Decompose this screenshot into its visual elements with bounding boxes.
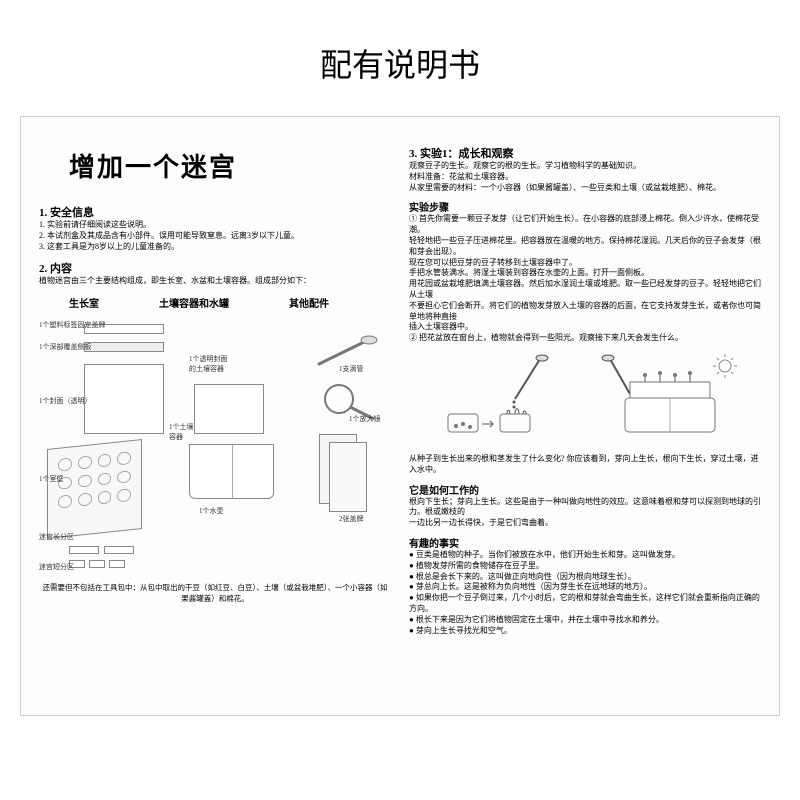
- step-line: 用花园或盆栽堆肥填满土壤容器。然后加水湿润土壤或堆肥。取一些已经发芽的豆子。轻轻…: [409, 279, 761, 301]
- diag-label: 1个透明封面的土壤容器: [189, 354, 229, 374]
- step-line: ① 首先你需要一颗豆子发芽（让它们开始生长）。在小容器的底部浸上棉花。倒入少许水…: [409, 214, 761, 236]
- diag-label: 1个土壤容器: [169, 422, 199, 442]
- step-line: 轻轻地把一些豆子压进棉花里。把容器放在温暖的地方。保持棉花湿润。几天后你的豆子会…: [409, 236, 761, 258]
- fact-line: ● 根总是会长下来的。这叫做正向地向性（因为根向地球生长）。: [409, 572, 761, 583]
- comp-header: 其他配件: [289, 295, 329, 310]
- manual-heading: 增加一个迷宫: [69, 147, 391, 184]
- experiment-title: 3. 实验1：成长和观察: [409, 145, 761, 161]
- step-line: 不要担心它们会断开。将它们的植物发芽放入土壤的容器的后面，在它支持发芽生长，或者…: [409, 301, 761, 323]
- diag-label: 迷宫短分区: [39, 562, 74, 572]
- diag-label: 1个封面（透明）: [39, 396, 92, 406]
- diag-label: 1个塑料标签固定盖牌: [39, 320, 106, 330]
- right-column: 3. 实验1：成长和观察 观察豆子的生长。观察它的根的生长。学习植物科学的基础知…: [409, 137, 761, 695]
- step-line: 插入土壤容器中。: [409, 322, 761, 333]
- diag-label: 1个深部覆盖侧板: [39, 342, 92, 352]
- comp-header: 土壤容器和水罐: [159, 295, 229, 310]
- comp-header: 生长室: [69, 295, 99, 310]
- left-footnote: 还需要但不包括在工具包中：从包中取出的干豆（如红豆、白豆）、土壤（或盆栽堆肥）、…: [39, 582, 391, 604]
- component-headers: 生长室 土壤容器和水罐 其他配件: [69, 295, 391, 310]
- safety-title: 1. 安全信息: [39, 204, 391, 220]
- mat-need: 从家里需要的材料：一个小容器（如果酱罐盖）、一些豆类和土壤（或盆栽堆肥）、棉花。: [409, 183, 761, 194]
- diag-label: 迷宫长分区: [39, 532, 74, 542]
- step-line: ② 把花盆放在窗台上，植物就会得到一些阳光。观察接下来几天会发生什么。: [409, 333, 761, 344]
- diag-label: 1个水壶: [199, 506, 224, 516]
- diagram-caption: 从种子到生长出来的根和茎发生了什么变化? 你应该着到，芽向上生长，根向下生长，穿…: [409, 454, 761, 476]
- diag-label: 1个室壁: [39, 474, 64, 484]
- fact-line: ● 豆类是植物的种子。当你们被放在水中，他们开始生长和芽。这叫做发芽。: [409, 550, 761, 561]
- exp-intro: 观察豆子的生长。观察它的根的生长。学习植物科学的基础知识。: [409, 161, 761, 172]
- fact-line: ● 根长下来是因为它们将植物固定在土壤中，并在土壤中寻找水和养分。: [409, 615, 761, 626]
- fact-line: ● 芽总向上长。这是被称为负向地性（因为芽生长在远地球的地方）。: [409, 582, 761, 593]
- step-diagram-2: [600, 354, 740, 444]
- step-line: 手把水管装满水。将湿土壤装到容器在水壶的上面。打开一面侧板。: [409, 268, 761, 279]
- exploded-diagram: 1个塑料标签固定盖牌 1个深部覆盖侧板 1个封面（透明） 1个室壁 迷宫长分区 …: [39, 314, 391, 574]
- steps-title: 实验步骤: [409, 199, 761, 214]
- safety-line: 1. 实验前请仔细阅读这些说明。: [39, 220, 391, 231]
- diag-label: 1支滴管: [339, 364, 364, 374]
- how-title: 它是如何工作的: [409, 482, 761, 497]
- diag-label: 2张盖牌: [339, 514, 364, 524]
- step-line: 现在您可以把豆芽的豆子转移到土壤容器中了。: [409, 258, 761, 269]
- how-line: 一边比另一边长得快，于是它们弯曲着。: [409, 518, 761, 529]
- fact-line: ● 芽向上生长寻找光和空气。: [409, 626, 761, 637]
- content-title: 2. 内容: [39, 260, 391, 276]
- content-intro: 植物迷宫由三个主要结构组成，即生长室、水盆和土壤容器。组成部分如下：: [39, 276, 391, 287]
- manual-page: 增加一个迷宫 1. 安全信息 1. 实验前请仔细阅读这些说明。 2. 本试剂盒及…: [20, 116, 780, 716]
- step-diagrams: [409, 354, 761, 444]
- step-diagram-1: [430, 354, 570, 444]
- safety-line: 2. 本试剂盒及其成品含有小部件。误用可能导致窒息。远离3岁以下儿童。: [39, 231, 391, 242]
- how-line: 根向下生长；芽向上生长。这些是由于一种叫做向地性的效应。这意味着根和芽可以探测到…: [409, 497, 761, 519]
- left-column: 增加一个迷宫 1. 安全信息 1. 实验前请仔细阅读这些说明。 2. 本试剂盒及…: [39, 137, 391, 695]
- fact-line: ● 植物发芽所需的食物储存在豆子里。: [409, 561, 761, 572]
- safety-line: 3. 这套工具是为8岁以上的儿童准备的。: [39, 242, 391, 253]
- page-title: 配有说明书: [0, 0, 800, 116]
- mat-label: 材料准备：花盆和土壤容器。: [409, 172, 761, 183]
- diag-label: 1个放大镜: [349, 414, 381, 424]
- fact-line: ● 如果你把一个豆子倒过来，几个小时后，它的根和芽就会弯曲生长，这样它们就会重新…: [409, 593, 761, 615]
- facts-title: 有趣的事实: [409, 535, 761, 550]
